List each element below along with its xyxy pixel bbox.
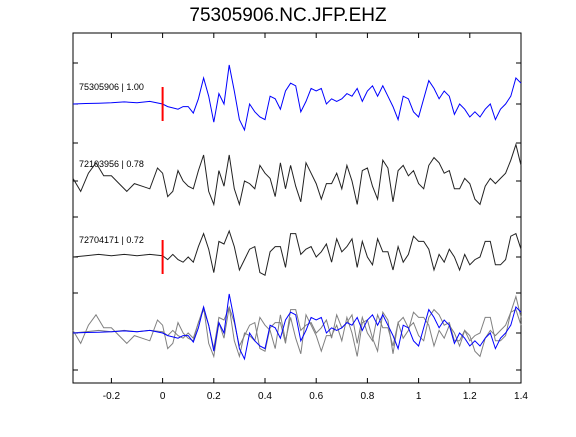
- trace-2: [72, 142, 522, 207]
- x-tick-label: 0.8: [360, 391, 374, 402]
- x-tick-label: 1.4: [514, 391, 528, 402]
- x-tick-label: 1.2: [463, 391, 477, 402]
- overlay-trace-3: [72, 305, 522, 352]
- trace-3: [72, 229, 522, 276]
- x-tick-label: 1: [416, 391, 422, 402]
- overlay-trace-1: [72, 293, 522, 361]
- trace-label-2: 72103956 | 0.78: [79, 159, 144, 169]
- x-tick-label: 0: [160, 391, 166, 402]
- plot-frame: [72, 32, 522, 384]
- trace-label-1: 75305906 | 1.00: [79, 82, 144, 92]
- trace-label-3: 72704171 | 0.72: [79, 235, 144, 245]
- chart-title: 75305906.NC.JFP.EHZ: [189, 5, 387, 26]
- overlay-trace-2: [72, 294, 522, 359]
- x-tick-label: 0.2: [207, 391, 221, 402]
- x-tick-label: -0.2: [103, 391, 121, 402]
- x-tick-label: 0.6: [309, 391, 323, 402]
- x-tick-label: 0.4: [258, 391, 272, 402]
- trace-1: [72, 64, 522, 132]
